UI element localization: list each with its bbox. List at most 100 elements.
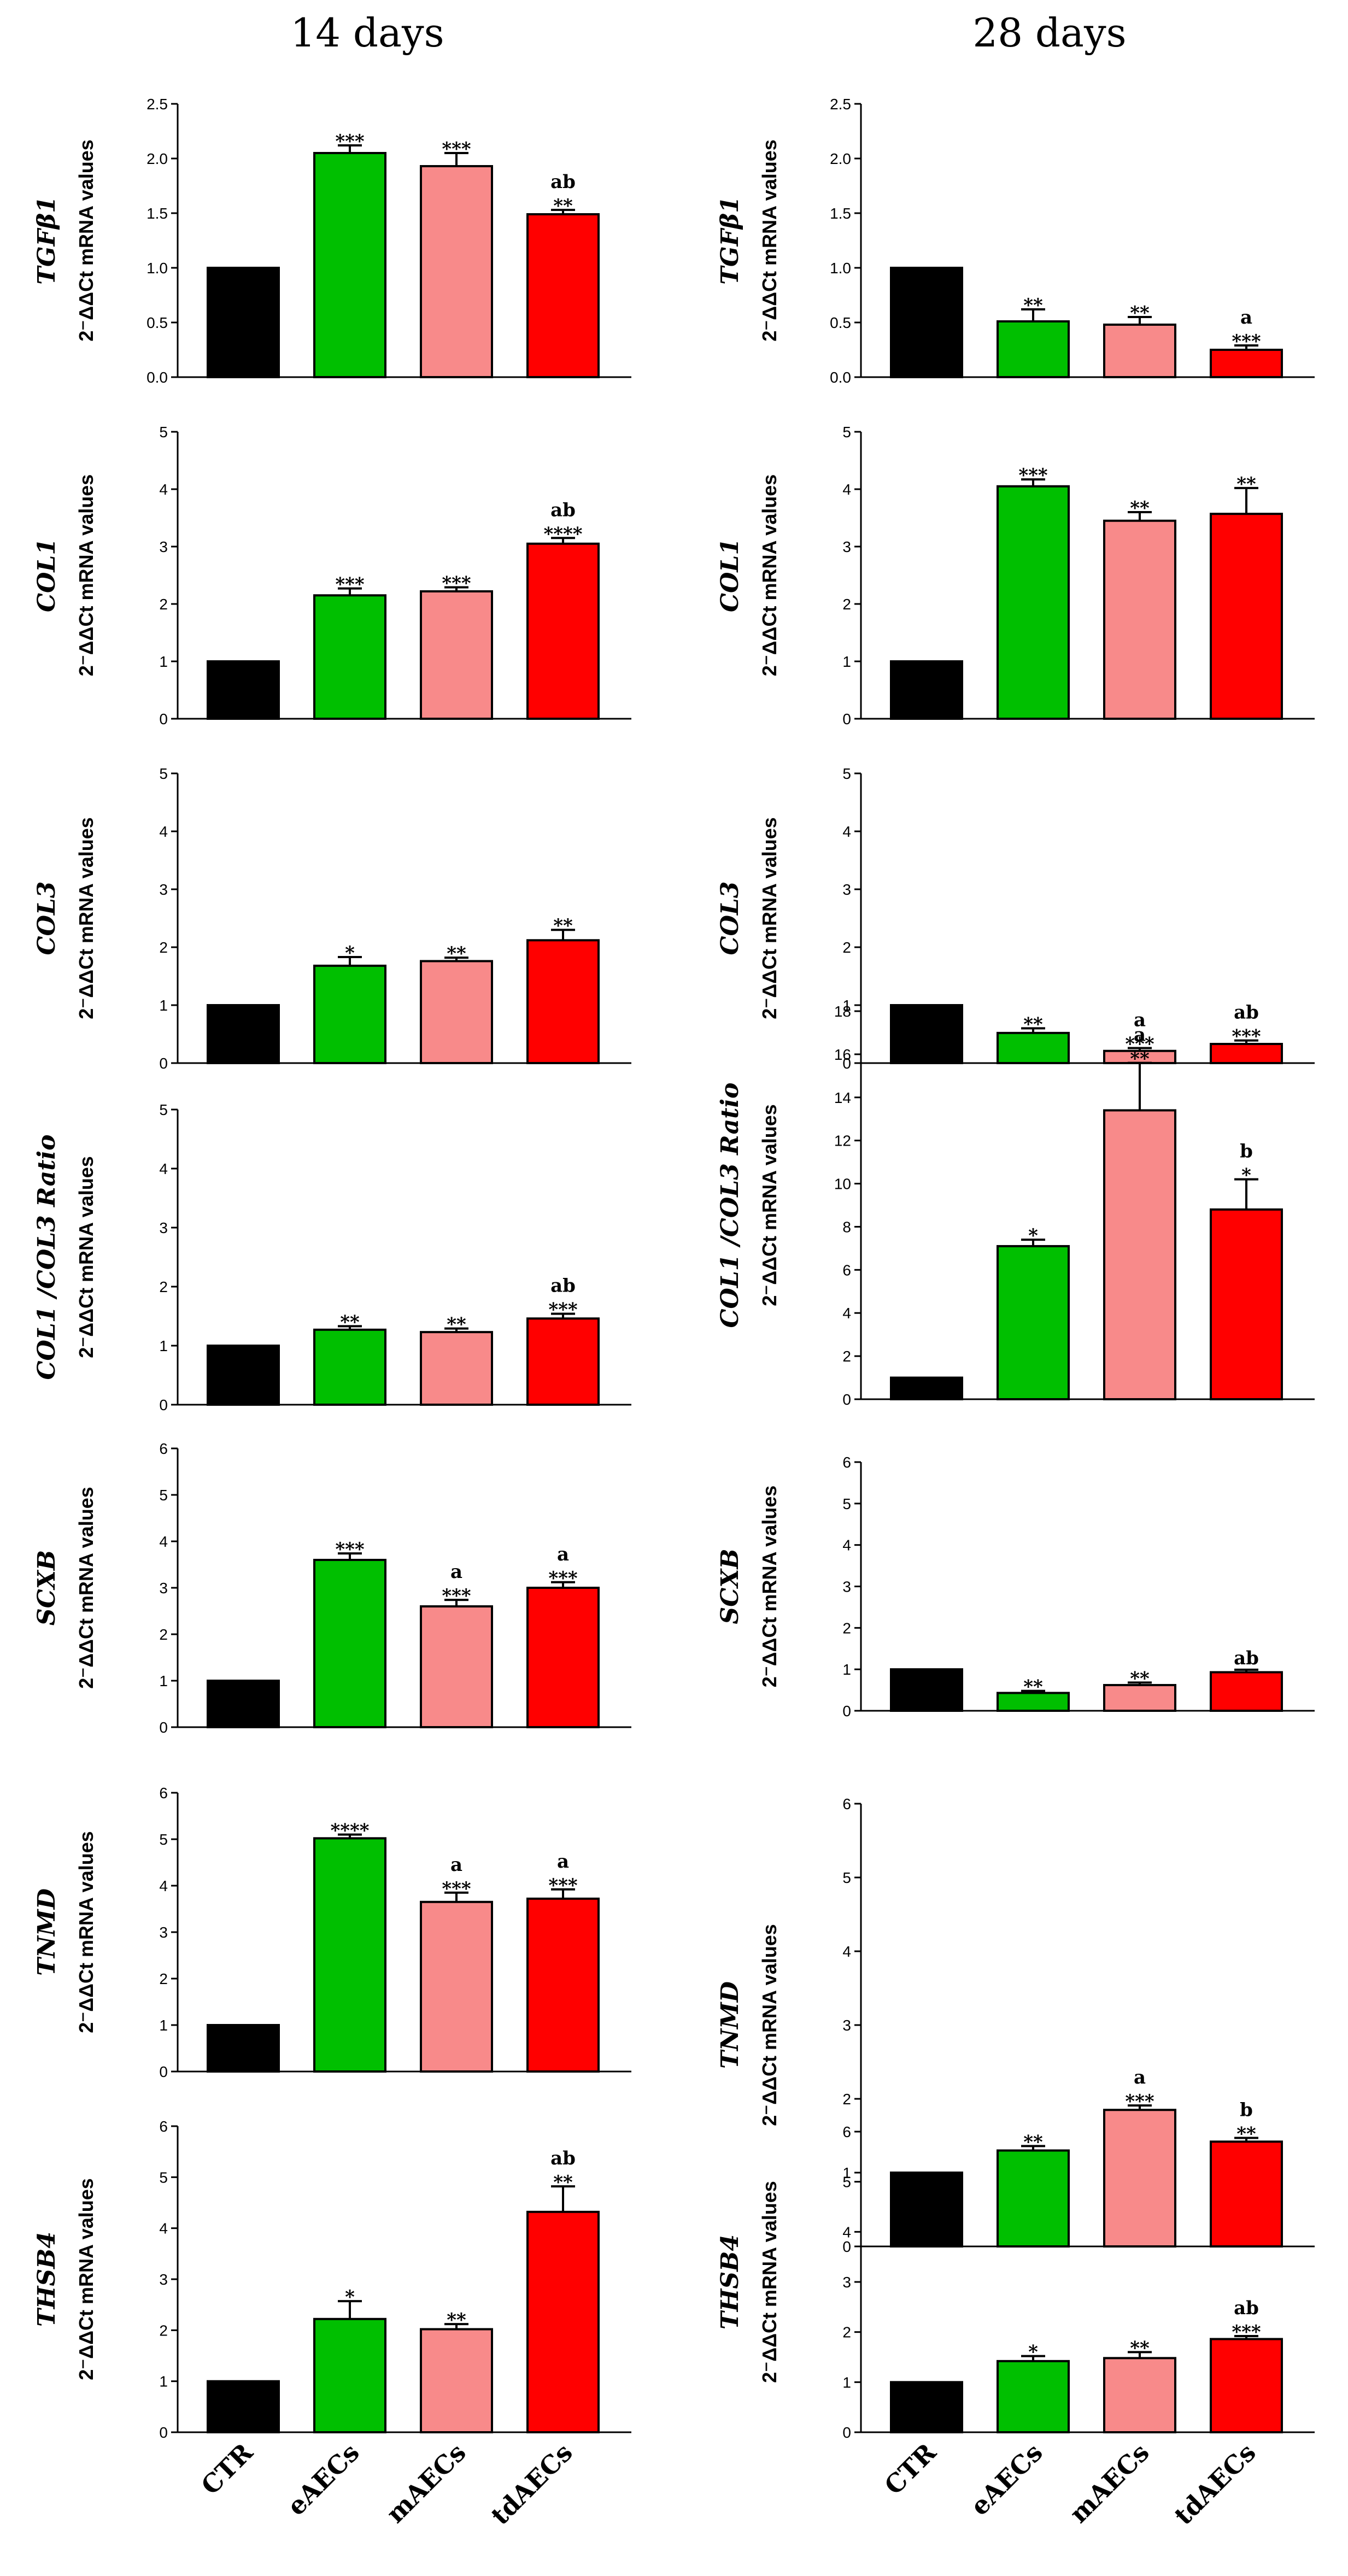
chart-panel-col1-col3-ratio-14d: 0 1 2 3 4 5 COL1 /COL3 Ratio 2⁻ΔΔCt mRNA values… bbox=[33, 1101, 631, 1413]
y-axis-unit-label: 2⁻ΔΔCt mRNA values bbox=[758, 139, 781, 342]
bar-tdAECs bbox=[526, 1897, 600, 2073]
y-tick-label: 1 bbox=[842, 2374, 851, 2391]
y-axis-gene-label: TNMD bbox=[33, 1888, 61, 1976]
bar-mAECs bbox=[1103, 2357, 1176, 2434]
bar-mAECs bbox=[420, 590, 493, 720]
y-tick-label: 3 bbox=[842, 1579, 851, 1595]
bar-CTR bbox=[207, 2024, 280, 2073]
y-tick-label: 4 bbox=[842, 481, 851, 498]
x-category-tdAECs: tdAECs bbox=[485, 2438, 578, 2531]
y-tick-label: 5 bbox=[159, 2169, 168, 2186]
y-tick-label: 6 bbox=[159, 2118, 168, 2135]
y-axis-unit-label: 2⁻ΔΔCt mRNA values bbox=[758, 2181, 781, 2383]
bar-CTR bbox=[890, 267, 963, 378]
bar-tdAECs bbox=[526, 213, 600, 378]
y-tick-label: 2 bbox=[159, 1970, 168, 1987]
y-tick-label: 2 bbox=[159, 1626, 168, 1643]
significance-letters: ab bbox=[1234, 1002, 1259, 1024]
significance-letters: a bbox=[1134, 1009, 1146, 1031]
bar-mAECs bbox=[1103, 324, 1176, 378]
x-category-tdAECs: tdAECs bbox=[1169, 2438, 1262, 2531]
y-tick-label: 6 bbox=[159, 1785, 168, 1802]
y-tick-label: 6 bbox=[842, 1261, 851, 1278]
significance-letters: ab bbox=[550, 2147, 576, 2169]
bar-CTR bbox=[890, 2172, 963, 2248]
bar-tdAECs bbox=[1210, 349, 1283, 378]
y-tick-label: 6 bbox=[159, 1440, 168, 1457]
significance-stars: * bbox=[345, 2286, 355, 2308]
y-axis-gene-label: THSB4 bbox=[716, 2234, 744, 2329]
y-tick-label: 4 bbox=[159, 1533, 168, 1550]
bar-CTR bbox=[207, 2380, 280, 2433]
y-axis-unit-label: 2⁻ΔΔCt mRNA values bbox=[75, 1487, 97, 1689]
bar-mAECs bbox=[1103, 1109, 1176, 1400]
bar-mAECs bbox=[420, 1900, 493, 2073]
significance-stars: ** bbox=[1130, 2337, 1150, 2359]
y-tick-label: 0.0 bbox=[146, 369, 168, 386]
y-tick-label: 2 bbox=[159, 2322, 168, 2339]
bar-eAECs bbox=[313, 2317, 386, 2433]
chart-panel-tgf-1-14d: 0.0 0.5 1.0 1.5 2.0 2.5 TGFβ1 2⁻ΔΔCt mRNA value… bbox=[33, 96, 631, 386]
significance-stars: *** bbox=[1125, 1033, 1154, 1055]
bar-eAECs bbox=[313, 1328, 386, 1406]
x-category-mAECs: mAECs bbox=[1064, 2438, 1155, 2529]
bar-CTR bbox=[207, 1680, 280, 1728]
y-tick-label: 0 bbox=[159, 1396, 168, 1413]
y-axis-gene-label: COL3 bbox=[33, 882, 61, 955]
significance-stars: ** bbox=[1236, 2123, 1256, 2145]
bar-eAECs bbox=[313, 964, 386, 1065]
significance-stars: *** bbox=[548, 1299, 578, 1321]
y-tick-label: 4 bbox=[159, 2220, 168, 2237]
bar-tdAECs bbox=[1210, 1208, 1283, 1401]
bar-tdAECs bbox=[526, 939, 600, 1065]
y-tick-label: 6 bbox=[842, 1454, 851, 1471]
y-axis-gene-label: COL3 bbox=[716, 882, 744, 955]
significance-letters: ab bbox=[1234, 2297, 1259, 2319]
y-tick-label: 0 bbox=[159, 711, 168, 727]
y-tick-label: 2 bbox=[159, 1278, 168, 1295]
y-tick-label: 4 bbox=[159, 823, 168, 840]
y-tick-label: 0.5 bbox=[146, 314, 168, 331]
y-tick-label: 1 bbox=[842, 997, 851, 1014]
y-tick-label: 10 bbox=[834, 1176, 851, 1193]
y-tick-label: 0.0 bbox=[830, 369, 851, 386]
y-tick-label: 6 bbox=[842, 2123, 851, 2140]
significance-stars: *** bbox=[442, 1585, 471, 1607]
y-tick-label: 2 bbox=[159, 596, 168, 613]
bar-eAECs bbox=[313, 1837, 386, 2073]
y-tick-label: 2.0 bbox=[830, 150, 851, 167]
x-category-eAECs: eAECs bbox=[965, 2438, 1048, 2521]
y-axis-unit-label: 2⁻ΔΔCt mRNA values bbox=[75, 139, 97, 342]
y-axis-unit-label: 2⁻ΔΔCt mRNA values bbox=[758, 474, 781, 677]
significance-stars: **** bbox=[543, 523, 582, 545]
bar-tdAECs bbox=[526, 542, 600, 720]
chart-panel-tgf-1-28d: 0.0 0.5 1.0 1.5 2.0 2.5 TGFβ1 2⁻ΔΔCt mRNA value… bbox=[716, 96, 1315, 386]
y-tick-label: 4 bbox=[842, 1943, 851, 1960]
significance-stars: *** bbox=[1232, 1026, 1261, 1048]
y-tick-label: 3 bbox=[159, 1219, 168, 1236]
significance-stars: ** bbox=[553, 195, 573, 217]
y-tick-label: 2.0 bbox=[146, 150, 168, 167]
significance-stars: *** bbox=[1125, 2091, 1154, 2113]
significance-stars: ** bbox=[1023, 295, 1043, 316]
y-tick-label: 1 bbox=[159, 653, 168, 670]
y-tick-label: 0 bbox=[842, 1703, 851, 1720]
significance-stars: **** bbox=[330, 1820, 369, 1842]
y-axis-gene-label: SCXB bbox=[33, 1550, 61, 1626]
y-tick-label: 5 bbox=[159, 424, 168, 441]
y-axis-gene-label: TGFβ1 bbox=[33, 196, 61, 284]
y-tick-label: 1 bbox=[159, 997, 168, 1014]
y-axis-unit-label: 2⁻ΔΔCt mRNA values bbox=[758, 817, 781, 1019]
y-axis-unit-label: 2⁻ΔΔCt mRNA values bbox=[75, 2178, 97, 2380]
chart-panel-col1-col3-ratio-28d: 0 2 4 6 8 10 12 14 16 18 COL1 /COL3 Ratio 2⁻ΔΔCt mR… bbox=[716, 1003, 1315, 1408]
y-axis-gene-label: SCXB bbox=[716, 1548, 744, 1624]
bar-eAECs bbox=[997, 485, 1070, 720]
y-tick-label: 2 bbox=[842, 1619, 851, 1636]
bar-eAECs bbox=[997, 2149, 1070, 2248]
bar-tdAECs bbox=[526, 1587, 600, 1728]
bar-eAECs bbox=[997, 320, 1070, 378]
